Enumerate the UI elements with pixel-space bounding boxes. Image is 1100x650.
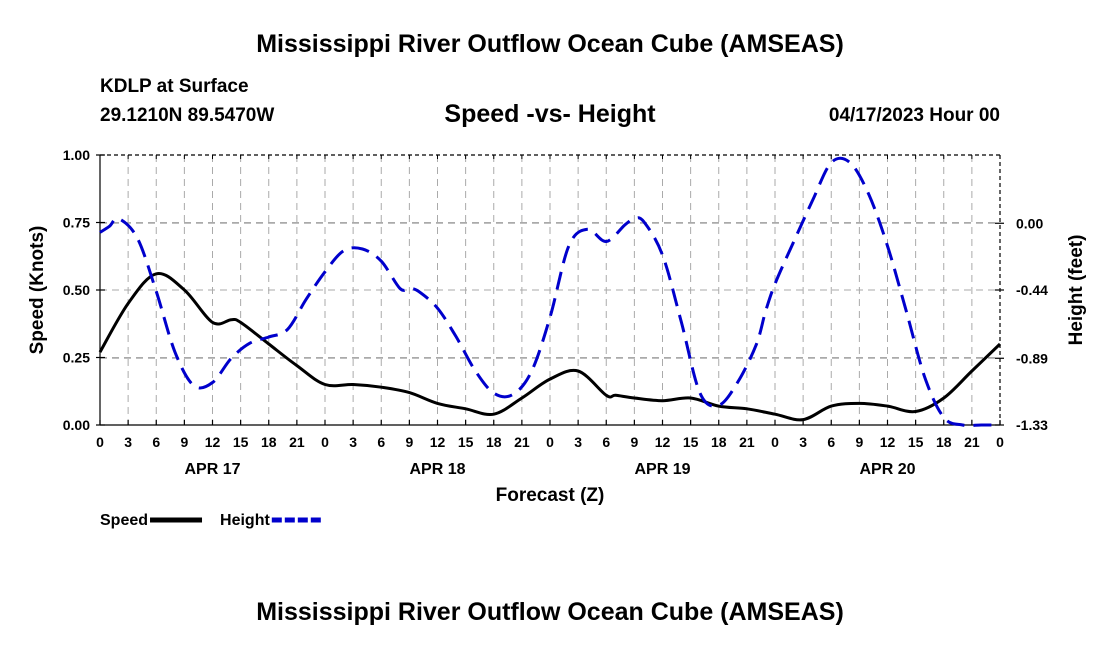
x-tick-label: 9 bbox=[405, 434, 413, 450]
chart-title: Mississippi River Outflow Ocean Cube (AM… bbox=[256, 30, 844, 58]
x-tick-label: 15 bbox=[908, 434, 924, 450]
x-day-label: APR 19 bbox=[634, 461, 690, 478]
x-tick-label: 0 bbox=[96, 434, 104, 450]
x-day-label: APR 20 bbox=[859, 461, 915, 478]
x-tick-label: 12 bbox=[205, 434, 221, 450]
x-tick-label: 15 bbox=[683, 434, 699, 450]
x-tick-label: 21 bbox=[964, 434, 980, 450]
x-tick-label: 15 bbox=[233, 434, 249, 450]
x-tick-label: 3 bbox=[799, 434, 807, 450]
x-tick-label: 18 bbox=[486, 434, 502, 450]
station-label: KDLP at Surface bbox=[100, 76, 249, 97]
legend-label-height: Height bbox=[220, 512, 270, 529]
y-right-tick-label: -0.44 bbox=[1016, 282, 1048, 298]
y-left-tick-label: 0.25 bbox=[63, 350, 90, 366]
x-tick-label: 6 bbox=[602, 434, 610, 450]
y-right-tick-label: 0.00 bbox=[1016, 215, 1043, 231]
x-tick-label: 9 bbox=[180, 434, 188, 450]
y-right-tick-label: -0.89 bbox=[1016, 350, 1048, 366]
x-tick-label: 18 bbox=[261, 434, 277, 450]
chart-subtitle: Speed -vs- Height bbox=[444, 100, 656, 128]
x-tick-label: 9 bbox=[630, 434, 638, 450]
x-tick-label: 0 bbox=[996, 434, 1004, 450]
x-tick-label: 3 bbox=[574, 434, 582, 450]
y-left-tick-label: 0.75 bbox=[63, 215, 90, 231]
x-tick-label: 18 bbox=[936, 434, 952, 450]
x-tick-label: 12 bbox=[430, 434, 446, 450]
y-left-axis-title: Speed (Knots) bbox=[27, 226, 48, 355]
x-tick-label: 0 bbox=[546, 434, 554, 450]
y-left-tick-label: 0.50 bbox=[63, 282, 90, 298]
x-tick-label: 21 bbox=[289, 434, 305, 450]
y-right-tick-label: -1.33 bbox=[1016, 417, 1048, 433]
x-axis-title: Forecast (Z) bbox=[496, 485, 605, 506]
coordinates-label: 29.1210N 89.5470W bbox=[100, 105, 275, 126]
x-tick-label: 6 bbox=[377, 434, 385, 450]
y-left-tick-label: 1.00 bbox=[63, 147, 90, 163]
forecast-datetime: 04/17/2023 Hour 00 bbox=[828, 105, 1000, 126]
y-right-axis-title: Height (feet) bbox=[1066, 235, 1087, 346]
x-tick-label: 0 bbox=[321, 434, 329, 450]
series-line-height bbox=[99, 156, 1000, 428]
x-tick-label: 21 bbox=[514, 434, 530, 450]
chart-title-bottom: Mississippi River Outflow Ocean Cube (AM… bbox=[256, 598, 844, 626]
series-line-speed bbox=[98, 272, 1002, 422]
x-tick-label: 21 bbox=[739, 434, 755, 450]
x-day-label: APR 18 bbox=[409, 461, 465, 478]
y-left-tick-label: 0.00 bbox=[63, 417, 90, 433]
x-tick-label: 3 bbox=[349, 434, 357, 450]
x-tick-label: 12 bbox=[655, 434, 671, 450]
x-tick-label: 9 bbox=[855, 434, 863, 450]
x-tick-label: 15 bbox=[458, 434, 474, 450]
x-day-label: APR 17 bbox=[184, 461, 240, 478]
x-tick-label: 3 bbox=[124, 434, 132, 450]
x-tick-label: 6 bbox=[827, 434, 835, 450]
x-tick-label: 18 bbox=[711, 434, 727, 450]
x-tick-label: 6 bbox=[152, 434, 160, 450]
x-tick-label: 0 bbox=[771, 434, 779, 450]
x-tick-label: 12 bbox=[880, 434, 896, 450]
legend-label-speed: Speed bbox=[100, 512, 148, 529]
